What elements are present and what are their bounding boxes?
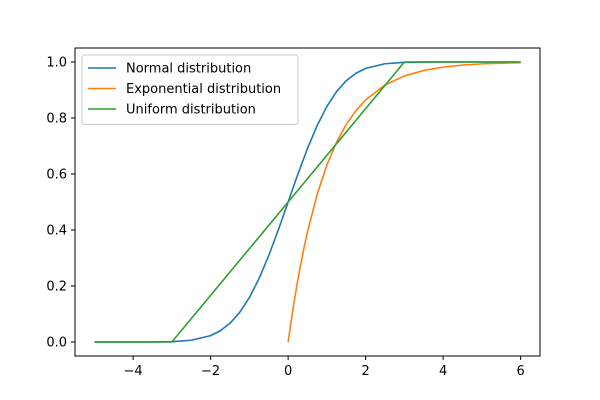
series-line-2 bbox=[94, 61, 521, 343]
y-tick-label: 0.4 bbox=[46, 224, 67, 239]
series-layer bbox=[94, 61, 521, 343]
y-tick-label: 0.6 bbox=[46, 168, 67, 183]
x-tick-label: −4 bbox=[124, 364, 143, 379]
y-tick-label: 0.8 bbox=[46, 112, 67, 127]
y-tick-label: 0.2 bbox=[46, 280, 67, 295]
legend-label-1: Exponential distribution bbox=[126, 82, 281, 97]
legend-label-0: Normal distribution bbox=[126, 62, 251, 77]
series-line-1 bbox=[287, 61, 521, 343]
legend: Normal distribution Exponential distribut… bbox=[81, 54, 299, 125]
legend-box bbox=[81, 54, 299, 125]
x-tick-label: 4 bbox=[439, 364, 447, 379]
x-tick-label: 2 bbox=[361, 364, 369, 379]
axes-frame bbox=[74, 47, 541, 357]
y-tick-label: 1.0 bbox=[46, 56, 67, 71]
y-tick-label: 0.0 bbox=[46, 336, 67, 351]
x-tick-label: −2 bbox=[201, 364, 220, 379]
axes-layer: −4 −2 0 2 4 6 0.0 0.2 0.4 0.6 0.8 1.0 bbox=[46, 47, 541, 379]
x-tick-label: 0 bbox=[284, 364, 292, 379]
x-tick-label: 6 bbox=[516, 364, 524, 379]
legend-label-2: Uniform distribution bbox=[126, 103, 256, 118]
